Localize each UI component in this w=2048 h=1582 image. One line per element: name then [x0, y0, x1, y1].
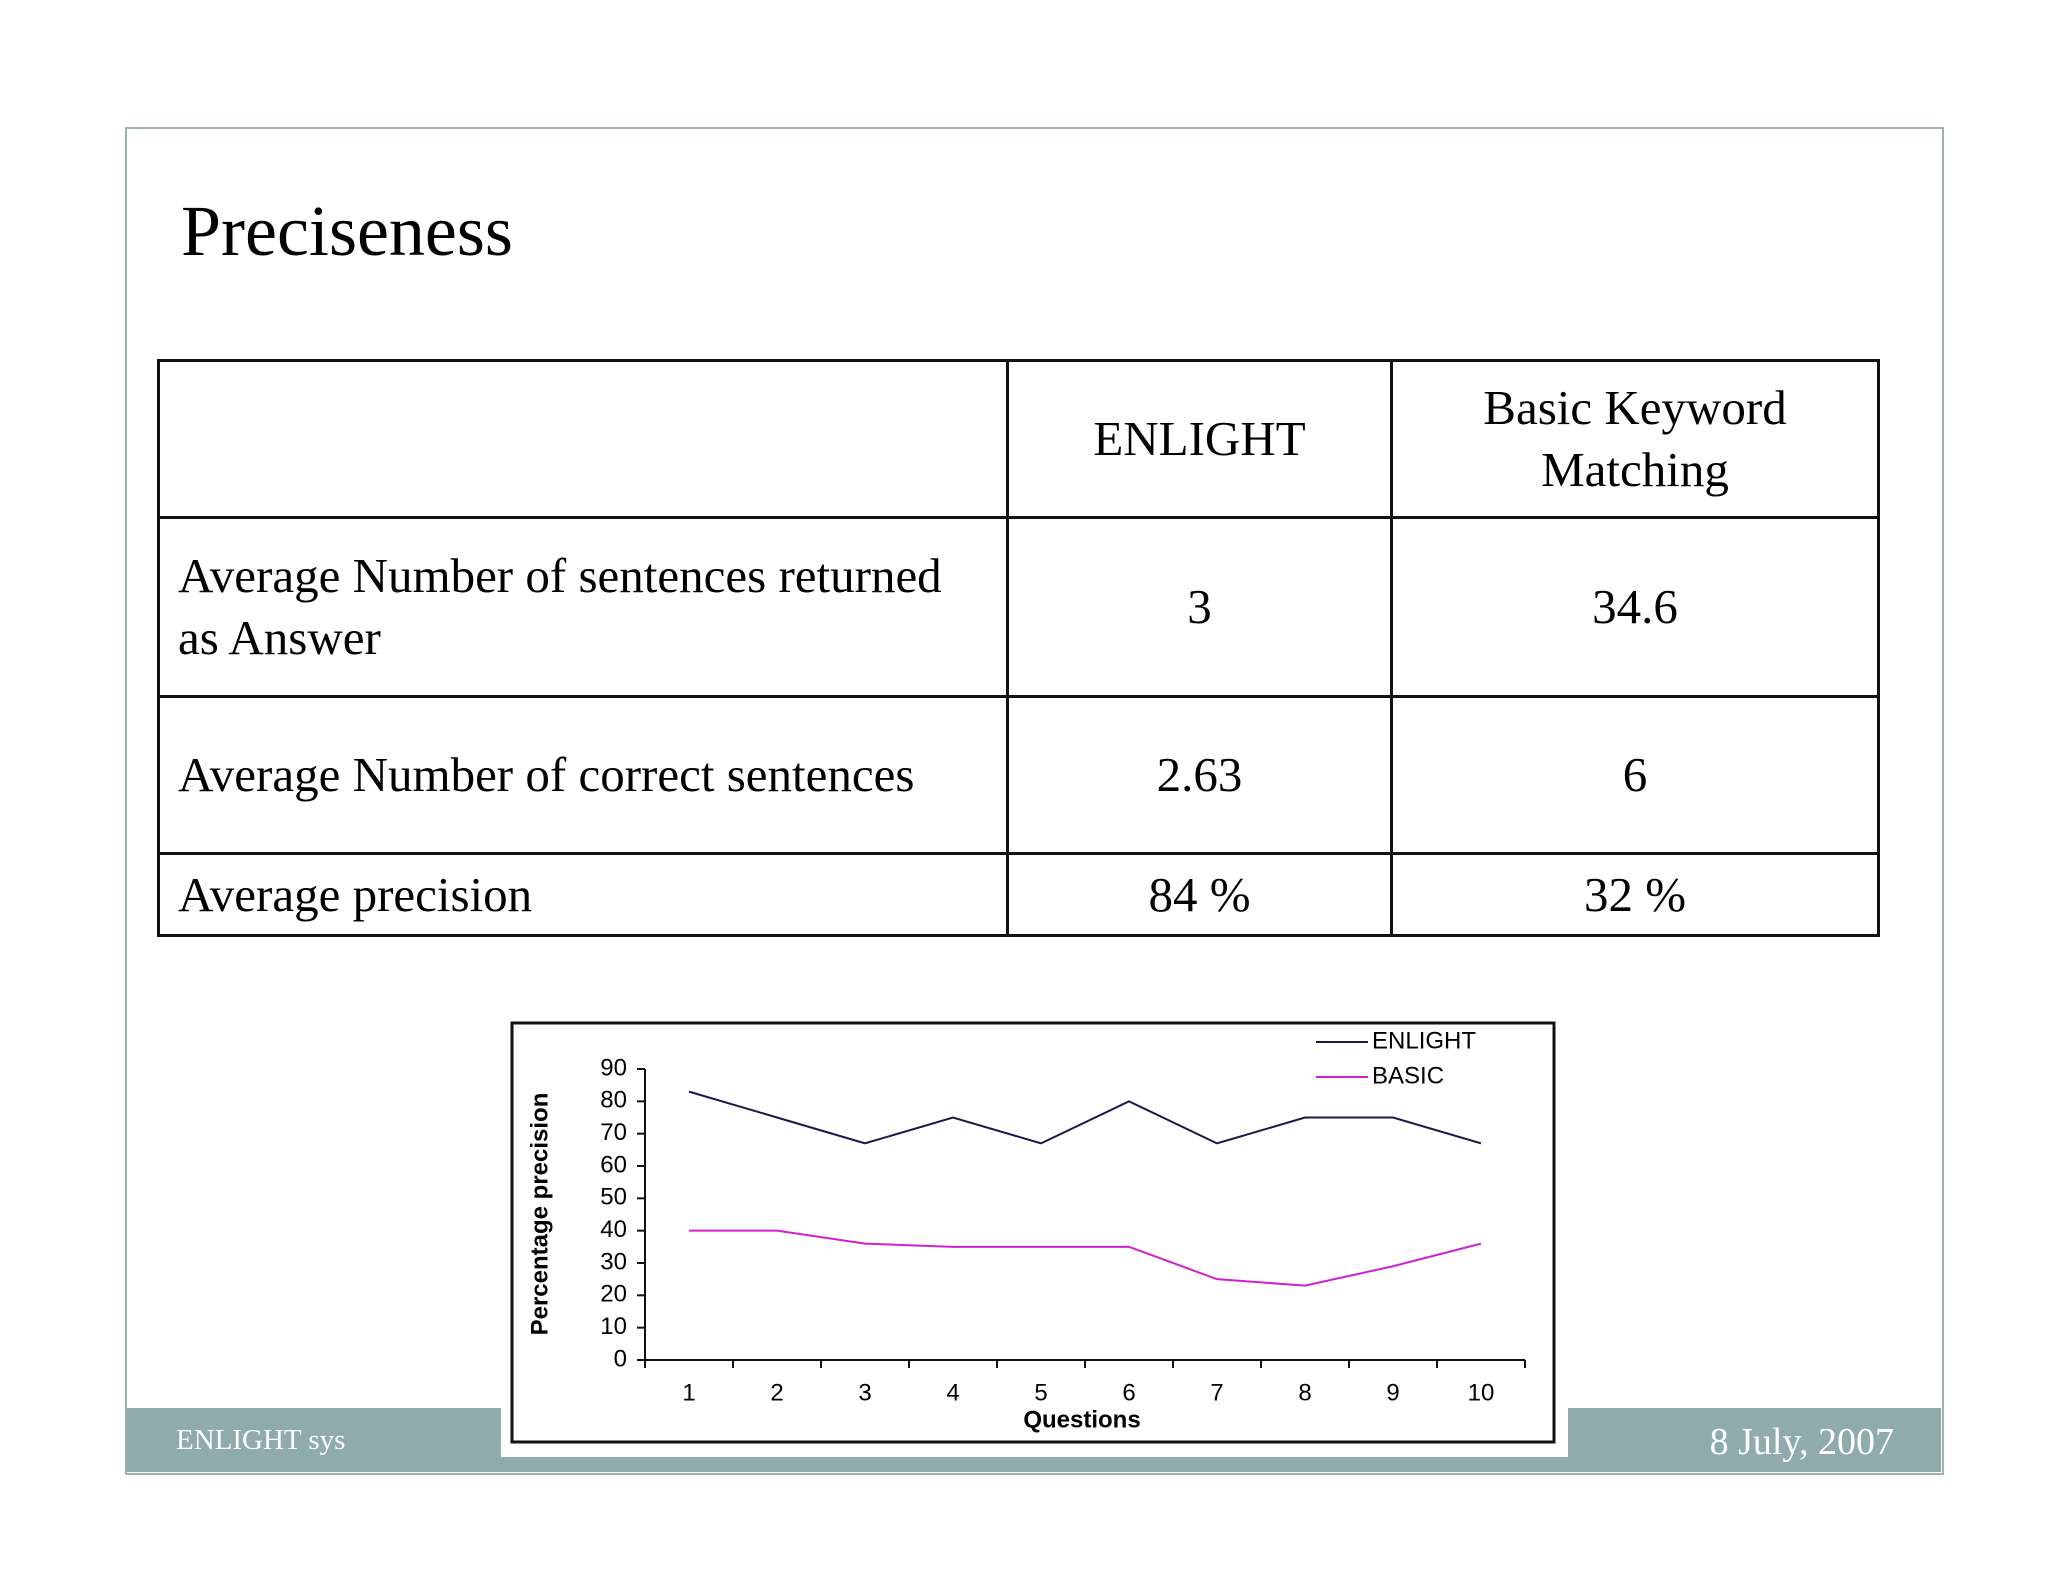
- x-tick-label: 5: [1034, 1379, 1047, 1406]
- x-axis-label: Questions: [1023, 1406, 1140, 1433]
- cell: 2.63: [1006, 695, 1393, 855]
- col-header: Basic Keyword Matching: [1390, 359, 1880, 519]
- y-tick-label: 0: [614, 1345, 627, 1372]
- y-axis-label: Percentage precision: [526, 1093, 553, 1336]
- footer-right: 8 July, 2007: [1709, 1421, 1894, 1463]
- legend-label: BASIC: [1372, 1062, 1444, 1089]
- x-tick-label: 10: [1468, 1379, 1495, 1406]
- x-tick-label: 9: [1386, 1379, 1399, 1406]
- y-tick-label: 90: [600, 1054, 627, 1081]
- cell: 3: [1006, 516, 1393, 698]
- chart-backing: [501, 1013, 1568, 1457]
- legend-label: ENLIGHT: [1372, 1027, 1476, 1054]
- row-label: Average Number of correct sentences: [157, 695, 1009, 855]
- row-label: Average Number of sentences returned as …: [157, 516, 1009, 698]
- row-label: Average precision: [157, 852, 1009, 937]
- results-table: ENLIGHT Basic Keyword Matching Average N…: [157, 359, 1880, 937]
- x-tick-label: 1: [682, 1379, 695, 1406]
- cell: 84 %: [1006, 852, 1393, 937]
- x-tick-label: 6: [1122, 1379, 1135, 1406]
- y-tick-label: 10: [600, 1313, 627, 1340]
- y-tick-label: 80: [600, 1087, 627, 1114]
- y-tick-label: 40: [600, 1216, 627, 1243]
- y-tick-label: 60: [600, 1151, 627, 1178]
- col-header: ENLIGHT: [1006, 359, 1393, 519]
- x-tick-label: 7: [1210, 1379, 1223, 1406]
- y-tick-label: 70: [600, 1119, 627, 1146]
- chart-border: [510, 1021, 1556, 1444]
- x-tick-label: 2: [770, 1379, 783, 1406]
- cell: 32 %: [1390, 852, 1880, 937]
- y-tick-label: 50: [600, 1184, 627, 1211]
- series-line: [688, 1090, 1482, 1145]
- x-tick-label: 4: [946, 1379, 959, 1406]
- slide-title: Preciseness: [181, 191, 513, 271]
- footer-left: ENLIGHT sys: [176, 1424, 346, 1456]
- x-tick-label: 3: [858, 1379, 871, 1406]
- cell: 6: [1390, 695, 1880, 855]
- corner-cell: [157, 359, 1009, 519]
- y-tick-label: 20: [600, 1281, 627, 1308]
- y-tick-label: 30: [600, 1248, 627, 1275]
- slide-frame: [125, 127, 1944, 1475]
- x-tick-label: 8: [1298, 1379, 1311, 1406]
- cell: 34.6: [1390, 516, 1880, 698]
- series-line: [689, 1229, 1482, 1287]
